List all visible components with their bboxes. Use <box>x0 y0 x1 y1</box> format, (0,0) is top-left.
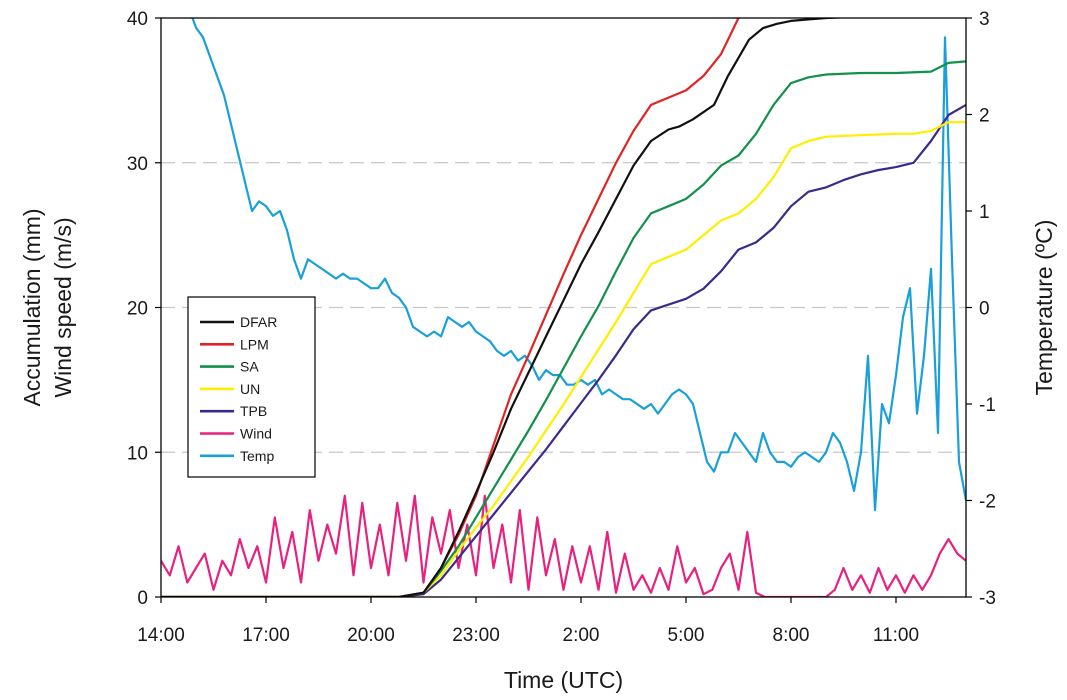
y-tick-label-left: 0 <box>137 588 148 609</box>
legend-box <box>187 296 316 478</box>
series-line-wind <box>161 494 966 597</box>
y-axis-title-left-line-2: Wind speed (m/s) <box>50 217 76 397</box>
legend-label: Temp <box>240 448 274 464</box>
series-line-lpm <box>161 18 740 597</box>
legend: DFAR LPM SA UN TPB Wind Temp <box>187 296 316 478</box>
legend-label: TPB <box>240 403 267 419</box>
y-axis-title-right: Temperature (ºC) <box>1031 220 1057 396</box>
x-tick-label: 17:00 <box>242 625 290 646</box>
axis-ticks: 14:00 17:00 20:00 23:00 2:00 5:00 8:00 11:00010… <box>127 9 996 646</box>
x-tick-label: 20:00 <box>347 625 395 646</box>
x-axis-title: Time (UTC) <box>504 667 623 693</box>
y-tick-label-right: -3 <box>979 588 996 609</box>
y-tick-label-right: 2 <box>979 106 990 127</box>
y-tick-label-right: -1 <box>979 395 996 416</box>
y-tick-label-left: 10 <box>127 443 148 464</box>
x-tick-label: 5:00 <box>668 625 705 646</box>
x-tick-label: 23:00 <box>452 625 500 646</box>
y-tick-label-left: 20 <box>127 299 148 320</box>
legend-label: Wind <box>240 426 272 442</box>
x-tick-label: 2:00 <box>563 625 600 646</box>
x-tick-label: 8:00 <box>773 625 810 646</box>
y-tick-label-right: -2 <box>979 492 996 513</box>
legend-label: UN <box>240 381 260 397</box>
legend-label: DFAR <box>240 314 277 330</box>
x-tick-label: 14:00 <box>137 625 185 646</box>
series-line-tpb <box>161 103 966 597</box>
y-tick-label-left: 40 <box>127 9 148 30</box>
y-tick-label-right: 0 <box>979 299 990 320</box>
y-tick-label-right: 3 <box>979 9 990 30</box>
y-tick-label-right: 1 <box>979 202 990 223</box>
axis-titles: Time (UTC) Accumulation (mm) Wind speed … <box>19 208 1057 693</box>
legend-label: LPM <box>240 336 269 352</box>
series-line-sa <box>161 60 966 597</box>
y-axis-title-left-line-1: Accumulation (mm) <box>19 208 45 406</box>
legend-label: SA <box>240 359 259 375</box>
y-tick-label-left: 30 <box>127 154 148 175</box>
series-line-un <box>161 121 966 597</box>
x-tick-label: 11:00 <box>873 625 919 646</box>
